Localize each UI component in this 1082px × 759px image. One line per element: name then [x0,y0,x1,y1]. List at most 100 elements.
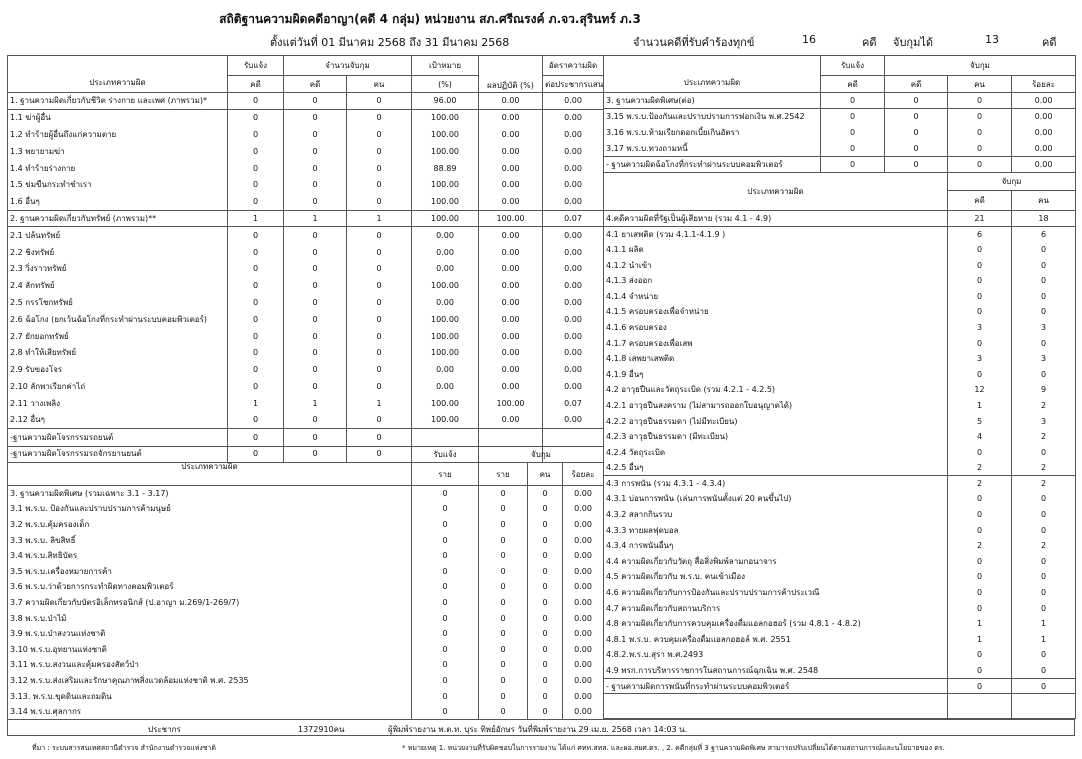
table-row: 4.2.1 อาวุธปืนสงคราม (ไม่สามารถออกใบอนุญ… [603,397,1077,414]
row-value: 0 [283,142,347,160]
row-value: 0.00 [478,411,543,429]
row-label: 4.2.5 อื่นๆ [603,460,948,476]
arrested-value: 13 [985,33,999,46]
row-label: 4.2 อาวุธปืนและวัตถุระเบิด (รวม 4.2.1 - … [603,382,948,398]
crime-table-group-3: ประเภทความผิด รับแจ้ง จับกุม ราย ราย คน ร้อยล… [7,446,604,720]
table-row: 4.7 ความผิดเกี่ยวกับสถานบริการ 0 0 [603,600,1077,616]
row-label: 2.7 ยักยอกทรัพย์ [7,327,228,345]
table-row: 4.6 ความผิดเกี่ยวกับการป้องกันและปราบปรา… [603,584,1077,601]
table-row: 2.10 ลักพาเรียกค่าไถ่ 0 0 0 0.00 0.00 0.00 [7,378,604,395]
row-value: 2 [1010,428,1077,445]
row-value: 0 [1010,491,1077,507]
row-value: 0 [884,108,948,125]
row-value: 0 [227,260,284,278]
row-value: 0.00 [562,547,604,564]
row-label: 4.5 ความผิดเกี่ยวกับ พ.ร.บ. คนเข้าเมือง [603,569,948,585]
row-value: 100.00 [411,344,479,362]
remark-note: * หมายเหตุ 1. หน่วยงานที่รับผิดชอบในการร… [402,744,945,752]
table-row: 3.5 พ.ร.บ.เครื่องหมายการค้า 0 0 0 0.00 [7,563,604,580]
row-label: 4.1.5 ครอบครองเพื่อจำหน่าย [603,304,948,320]
row-value: 21 [947,210,1012,227]
row-value: 2 [947,460,1012,476]
table-row: 4.3 การพนัน (รวม 4.3.1 - 4.3.4) 2 2 [603,475,1077,492]
row-value: 0 [346,277,412,295]
col-arrested: จับกุม [946,172,1077,191]
row-label: 4.8 ความผิดเกี่ยวกับการควบคุมเครื่องดื่ม… [603,615,948,632]
row-value: 0.00 [562,485,604,502]
row-label: 1. ฐานความผิดเกี่ยวกับชีวิต ร่างกาย และเ… [7,92,228,110]
row-value: 0 [283,92,347,110]
row-label: 2.6 ฉ้อโกง (ยกเว้นฉ้อโกงที่กระทำผ่านระบบ… [7,310,228,328]
col-target: เป้าหมาย [411,55,479,76]
table-row: 3.15 พ.ร.บ.ป้องกันและปราบปรามการฟอกเงิน … [603,108,1076,125]
row-label: 4.3.3 ทายผลฟุตบอล [603,522,948,538]
row-label: 3. ฐานความผิดพิเศษ (รวมเฉพาะ 3.1 - 3.17) [7,485,412,502]
row-value: 100.00 [411,327,479,345]
table-row: 4.3.3 ทายผลฟุตบอล 0 0 [603,522,1077,538]
table-row: 4.1.7 ครอบครองเพื่อเสพ 0 0 [603,335,1077,351]
table-row: 3.14 พ.ร.บ.ศุลกากร 0 0 0 0.00 [7,703,604,720]
row-value: 0 [527,532,563,548]
row-value: 0 [947,92,1012,109]
row-value: 0 [947,569,1012,585]
row-value: 0 [947,272,1012,289]
row-value: 0 [478,610,528,626]
table-row: 1.5 ข่มขืนกระทำชำเรา 0 0 0 100.00 0.00 0.00 [7,176,604,194]
row-value: 0 [283,361,347,379]
row-value: 0 [346,176,412,194]
row-value: 0 [527,594,563,611]
row-value: 0 [283,294,347,311]
row-value: 0 [227,243,284,261]
row-value: 0.00 [562,625,604,642]
row-value: 0 [346,243,412,261]
row-value: 0.00 [542,378,604,395]
row-value: 100.00 [411,126,479,143]
col-reported: รับแจ้ง [227,55,284,76]
row-label: 4.1.9 อื่นๆ [603,366,948,383]
table-row: 3.6 พ.ร.บ.ว่าด้วยการกระทำผิดทางคอมพิวเตอ… [7,579,604,595]
row-value: 0 [411,610,479,626]
row-value: 0 [227,193,284,211]
row-value: 0 [411,594,479,611]
row-label: 1.2 ทำร้ายผู้อื่นถึงแก่ความตาย [7,126,228,143]
col-arrest-persons: คน [346,75,412,93]
row-value: 0 [346,92,412,110]
row-value: 0 [411,672,479,689]
row-label: 4.1.2 นำเข้า [603,257,948,273]
row-label: 3.15 พ.ร.บ.ป้องกันและปราบปรามการฟอกเงิน … [603,108,821,125]
row-value: 0.00 [562,610,604,626]
date-range: ตั้งแต่วันที่ 01 มีนาคม 2568 ถึง 31 มีนา… [270,36,510,49]
row-value: 6 [947,225,1012,242]
row-value: 0 [227,159,284,177]
row-value: 0 [411,485,479,502]
row-value: 0 [1010,600,1077,616]
row-value: 0 [1010,522,1077,538]
row-value: 0 [346,193,412,211]
row-value: 0.00 [411,260,479,278]
row-label: 1.4 ทำร้ายร่างกาย [7,159,228,177]
table-row: 4.1.2 นำเข้า 0 0 [603,257,1077,273]
table-row: 4.1.8 เสพยาเสพติด 3 3 [603,350,1077,367]
row-label: 4.2.4 วัตถุระเบิด [603,444,948,460]
row-value: 0 [346,361,412,379]
row-label: 2.9 รับของโจร [7,361,228,379]
table-row: 4.2.3 อาวุธปืนธรรมดา (มีทะเบียน) 4 2 [603,428,1077,445]
arrested-label: จับกุมได้ [893,36,934,49]
table-row: 2.1 ปล้นทรัพย์ 0 0 0 0.00 0.00 0.00 [7,226,604,244]
row-value: 0 [283,108,347,127]
row-value: 0 [1010,304,1077,320]
arrested-unit: คดี [1042,36,1057,49]
row-label: 2.5 กรรโชกทรัพย์ [7,294,228,311]
row-value: 0 [346,427,412,446]
total-unit: คดี [862,36,877,49]
row-value: 6 [1010,225,1077,242]
row-label: 2.11 วางเพลิง [7,394,228,412]
row-label: 1.6 อื่นๆ [7,193,228,211]
row-label: 3.7 ความผิดเกี่ยวกับบัตรอิเล็กทรอนิกส์ (… [7,594,412,611]
row-value: 0 [527,516,563,533]
row-value: 0 [947,288,1012,305]
row-value: 0.00 [411,243,479,261]
row-value: 0 [478,563,528,580]
row-value: 0 [411,501,479,517]
row-value: 0 [820,140,885,157]
